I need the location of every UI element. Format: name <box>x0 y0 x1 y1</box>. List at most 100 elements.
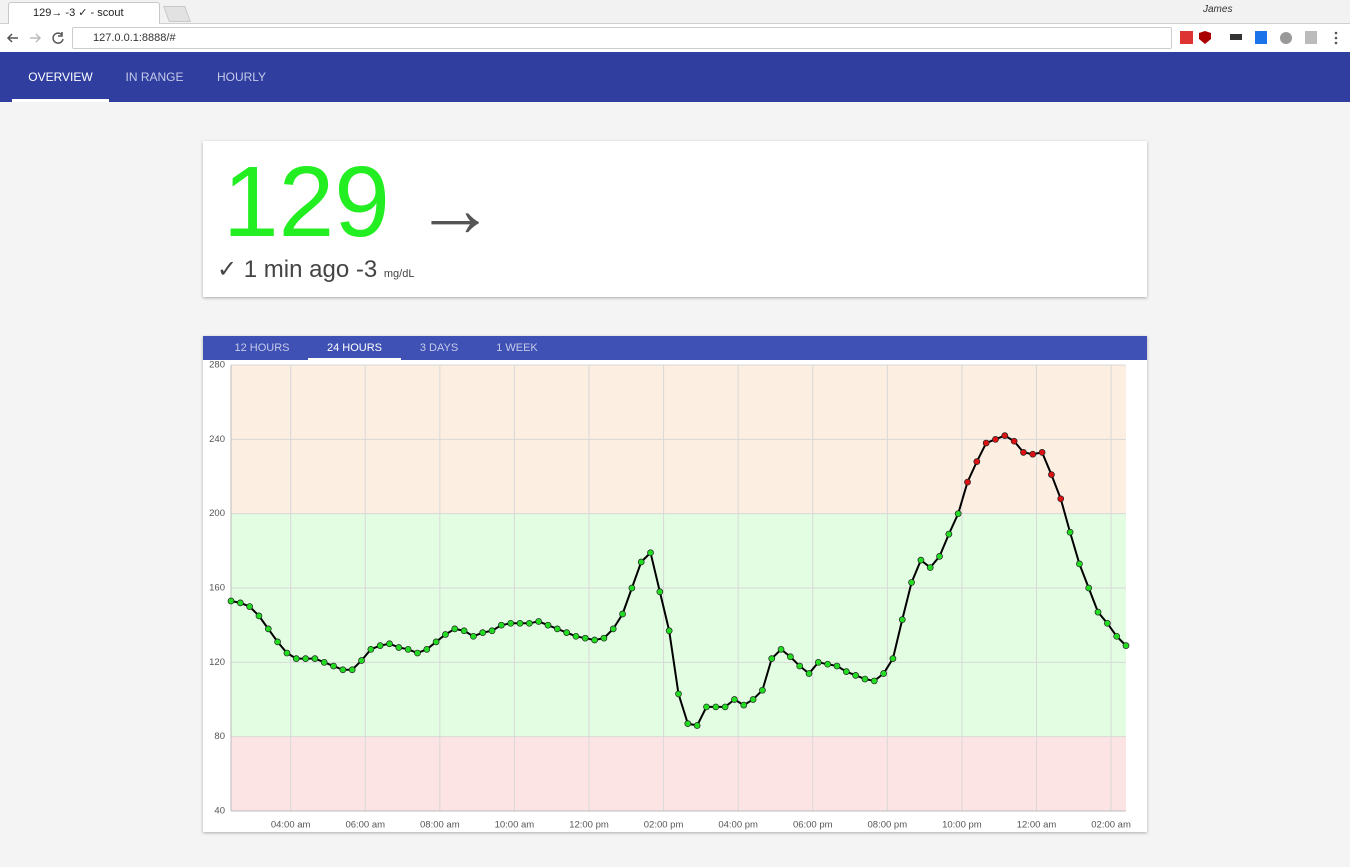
glucose-point <box>703 703 710 711</box>
glucose-point <box>414 649 421 657</box>
glucose-point <box>348 666 356 674</box>
glucose-point <box>581 634 589 642</box>
y-tick-label: 40 <box>214 806 225 817</box>
reading-delta: -3 <box>355 256 378 283</box>
x-tick-label: 08:00 am <box>420 820 460 831</box>
browser-tab-bar: 129→ -3 ✓ - scout James <box>0 0 1350 24</box>
range-tab[interactable]: 12 HOURS <box>234 342 290 354</box>
nav-tab[interactable]: IN RANGE <box>125 70 184 84</box>
glucose-point <box>404 645 412 653</box>
glucose-point <box>1076 560 1083 568</box>
glucose-point <box>759 686 766 694</box>
glucose-point <box>1001 432 1009 439</box>
x-tick-label: 10:00 pm <box>942 820 982 831</box>
x-tick-label: 06:00 pm <box>793 820 833 831</box>
glucose-point <box>740 701 748 709</box>
x-tick-label: 02:00 am <box>1091 820 1131 831</box>
glucose-point <box>982 439 990 447</box>
glucose-point <box>1066 528 1074 536</box>
nav-tab[interactable]: HOURLY <box>216 70 267 84</box>
range-band <box>231 736 1126 811</box>
glucose-point <box>712 703 720 711</box>
range-tab[interactable]: 3 DAYS <box>419 342 459 354</box>
glucose-point <box>675 690 682 698</box>
glucose-point <box>330 662 337 670</box>
y-tick-label: 160 <box>209 583 225 594</box>
nav-tab[interactable]: OVERVIEW <box>12 52 109 102</box>
reading-age: 1 min ago <box>243 256 350 283</box>
glucose-point <box>1020 448 1027 456</box>
glucose-point <box>721 703 729 711</box>
glucose-point <box>824 660 832 668</box>
glucose-point <box>255 612 263 620</box>
trend-arrow: → <box>415 164 495 253</box>
glucose-point <box>693 722 701 729</box>
glucose-point <box>236 599 244 607</box>
extensions[interactable] <box>1176 29 1346 47</box>
address-bar: 127.0.0.1:8888/# <box>0 24 1350 53</box>
glucose-point <box>805 670 813 677</box>
glucose-point <box>787 653 794 661</box>
glucose-point <box>852 671 859 679</box>
glucose-point <box>1048 471 1055 478</box>
glucose-point <box>311 655 319 662</box>
browser-tab[interactable]: 129→ -3 ✓ - scout <box>8 2 160 24</box>
glucose-point <box>376 642 384 649</box>
glucose-point <box>246 603 253 610</box>
glucose-point <box>1029 450 1037 458</box>
glucose-point <box>507 619 515 627</box>
profile-name[interactable]: James <box>1203 4 1233 15</box>
glucose-point <box>386 640 393 648</box>
new-tab-button[interactable] <box>163 6 191 22</box>
glucose-point <box>292 655 300 662</box>
glucose-point <box>1085 584 1093 592</box>
glucose-point <box>367 645 375 653</box>
glucose-point <box>684 720 692 728</box>
url-field[interactable]: 127.0.0.1:8888/# <box>72 27 1172 49</box>
reading-unit: mg/dL <box>383 268 415 280</box>
glucose-point <box>283 649 291 657</box>
glucose-point <box>796 662 804 670</box>
glucose-point <box>544 621 552 629</box>
glucose-point <box>479 629 487 636</box>
range-tab[interactable]: 1 WEEK <box>496 342 538 354</box>
glucose-point <box>917 556 925 564</box>
glucose-point <box>637 558 645 566</box>
glucose-point <box>936 553 943 560</box>
y-tick-label: 80 <box>214 731 225 742</box>
tab-title: 129→ -3 ✓ - scout <box>33 7 124 19</box>
glucose-point <box>553 625 561 633</box>
glucose-point <box>768 655 776 662</box>
glucose-point <box>563 629 570 636</box>
glucose-point <box>442 631 449 638</box>
glucose-point <box>880 670 887 677</box>
y-tick-label: 240 <box>209 434 225 445</box>
glucose-point <box>656 588 664 596</box>
nav-buttons[interactable] <box>4 28 68 48</box>
glucose-point <box>954 510 962 518</box>
glucose-point <box>926 564 934 571</box>
glucose-point <box>609 625 617 633</box>
glucose-point <box>628 584 636 592</box>
glucose-chart: 40 80 120 160 200 240 280 04:00 am 06:00 am 08:00… <box>209 360 1131 831</box>
glucose-point <box>973 458 981 465</box>
x-tick-label: 12:00 pm <box>569 820 609 831</box>
glucose-point <box>992 435 999 443</box>
glucose-point <box>833 662 841 670</box>
glucose-point <box>498 621 505 629</box>
glucose-point <box>1010 437 1018 445</box>
x-tick-label: 06:00 am <box>345 820 385 831</box>
url-text: 127.0.0.1:8888/# <box>93 32 176 44</box>
glucose-point <box>1057 495 1065 503</box>
glucose-point <box>423 645 431 653</box>
glucose-point <box>227 597 235 605</box>
x-tick-label: 08:00 pm <box>868 820 908 831</box>
app-nav: OVERVIEW IN RANGE HOURLY <box>0 52 1350 102</box>
glucose-point <box>870 677 878 685</box>
glucose-point <box>814 658 822 666</box>
glucose-point <box>749 696 757 703</box>
glucose-point <box>535 618 543 625</box>
range-tab[interactable]: 24 HOURS <box>308 336 401 360</box>
glucose-point <box>1122 642 1130 649</box>
